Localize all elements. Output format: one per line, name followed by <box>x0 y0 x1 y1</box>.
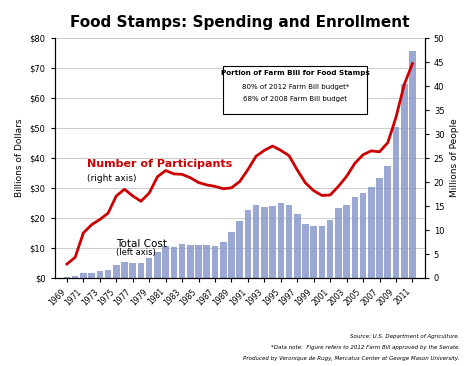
Bar <box>97 272 103 278</box>
Bar <box>212 246 219 278</box>
Bar <box>179 244 185 278</box>
Y-axis label: Millions of People: Millions of People <box>450 119 459 197</box>
Bar <box>195 245 202 278</box>
Bar <box>392 127 399 278</box>
Bar <box>319 225 325 278</box>
Y-axis label: Billions of Dollars: Billions of Dollars <box>15 119 24 197</box>
Bar <box>343 205 350 278</box>
Bar <box>286 205 292 278</box>
Bar <box>88 273 95 278</box>
Text: Portion of Farm Bill for Food Stamps: Portion of Farm Bill for Food Stamps <box>221 70 370 76</box>
Text: Total Cost: Total Cost <box>116 239 167 249</box>
Bar <box>80 273 87 278</box>
Text: (left axis): (left axis) <box>116 248 156 257</box>
Bar <box>269 206 276 278</box>
Text: Produced by Veronique de Rugy, Mercatus Center at George Mason University.: Produced by Veronique de Rugy, Mercatus … <box>243 355 460 361</box>
Bar <box>376 179 383 278</box>
Bar <box>327 220 334 278</box>
Bar <box>368 187 374 278</box>
Bar <box>237 221 243 278</box>
Bar <box>228 232 235 278</box>
Title: Food Stamps: Spending and Enrollment: Food Stamps: Spending and Enrollment <box>70 15 410 30</box>
Bar <box>401 84 408 278</box>
Text: Source: U.S. Department of Agriculture.: Source: U.S. Department of Agriculture. <box>350 333 460 339</box>
Text: 80% of 2012 Farm Bill budget*: 80% of 2012 Farm Bill budget* <box>242 84 349 90</box>
Bar <box>203 245 210 278</box>
Bar <box>302 224 309 278</box>
Bar <box>335 208 342 278</box>
Bar <box>384 165 391 278</box>
Bar <box>72 276 78 278</box>
Bar <box>113 265 119 278</box>
Text: *Data note:  Figure refers to 2012 Farm Bill approved by the Senate.: *Data note: Figure refers to 2012 Farm B… <box>271 344 460 350</box>
Text: (right axis): (right axis) <box>88 173 137 183</box>
Text: 68% of 2008 Farm Bill budget: 68% of 2008 Farm Bill budget <box>243 96 347 102</box>
Bar <box>253 205 259 278</box>
Bar <box>360 193 366 278</box>
Bar <box>278 203 284 278</box>
Bar <box>245 210 251 278</box>
Bar <box>310 225 317 278</box>
Bar <box>137 263 144 278</box>
Bar <box>409 51 416 278</box>
Bar <box>294 213 301 278</box>
Text: Number of Participants: Number of Participants <box>88 159 233 169</box>
Bar <box>105 270 111 278</box>
Bar <box>187 245 193 278</box>
Bar <box>146 258 153 278</box>
Bar <box>129 263 136 278</box>
Bar <box>163 246 169 278</box>
Bar <box>121 262 128 278</box>
Bar <box>64 277 70 278</box>
Bar <box>220 242 227 278</box>
Bar <box>171 247 177 278</box>
Bar <box>352 197 358 278</box>
Bar <box>261 207 268 278</box>
FancyBboxPatch shape <box>223 66 367 114</box>
Bar <box>154 252 161 278</box>
